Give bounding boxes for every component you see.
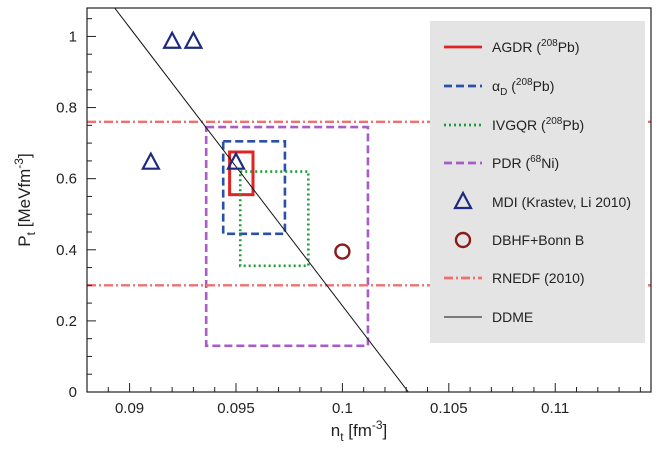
plot-frame xyxy=(86,7,652,393)
y-tick-label-4: 0.8 xyxy=(56,100,77,117)
series-7-line xyxy=(114,8,409,392)
series-5-point-0 xyxy=(334,243,351,260)
legend-label-3: PDR (68Ni) xyxy=(492,154,559,171)
y-tick-label-0: 0 xyxy=(69,384,77,401)
y-tick-label-1: 0.2 xyxy=(56,313,77,330)
legend-box xyxy=(430,21,645,343)
legend-symbol-4 xyxy=(453,190,473,210)
series-4-point-1 xyxy=(162,30,182,49)
series-3-box xyxy=(204,125,370,348)
series-4-point-3 xyxy=(226,151,246,170)
legend-label-2: IVGQR (208Pb) xyxy=(492,116,584,133)
y-tick-label-3: 0.6 xyxy=(56,171,77,188)
series-4-point-0 xyxy=(141,151,161,170)
legend-label-1: αD (208Pb) xyxy=(492,77,554,98)
legend-label-5: DBHF+Bonn B xyxy=(492,232,584,248)
series-4-point-2 xyxy=(183,30,204,49)
series-2-box xyxy=(238,170,310,268)
x-tick-label-2: 0.1 xyxy=(332,400,353,417)
y-tick-label-5: 1 xyxy=(69,28,77,45)
legend-label-0: AGDR (208Pb) xyxy=(492,38,580,55)
legend-label-4: MDI (Krastev, Li 2010) xyxy=(492,194,631,210)
series-1-box xyxy=(221,140,287,236)
legend-label-7: DDME xyxy=(492,309,533,325)
x-axis-label: nt [fm-3] xyxy=(331,418,388,444)
x-tick-label-1: 0.095 xyxy=(217,400,255,417)
y-tick-label-2: 0.4 xyxy=(56,242,77,259)
legend: AGDR (208Pb) αD (208Pb) IVGQR (208Pb) PDR (… xyxy=(430,21,645,343)
x-tick-label-4: 0.11 xyxy=(541,400,569,417)
legend-symbol-5 xyxy=(454,231,472,249)
plot-area xyxy=(87,8,651,392)
x-tick-label-0: 0.09 xyxy=(115,400,144,417)
y-axis-label: Pt [MeVfm-3] xyxy=(12,153,38,246)
legend-label-6: RNEDF (2010) xyxy=(492,270,585,286)
x-tick-label-3: 0.105 xyxy=(430,400,468,417)
